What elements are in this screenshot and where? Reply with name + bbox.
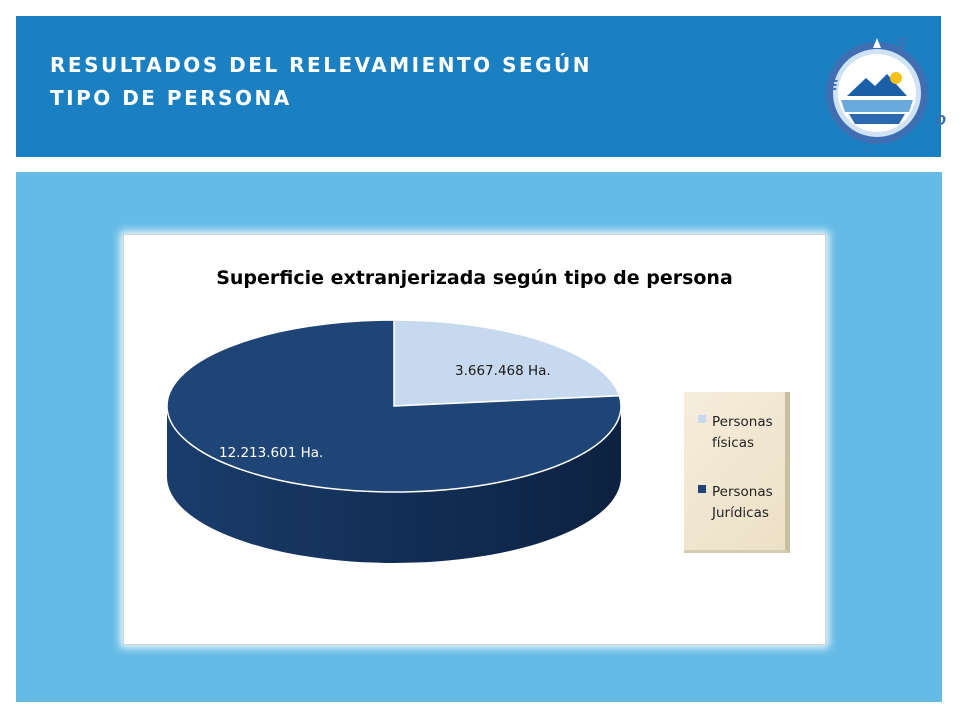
field-stripes-icon bbox=[841, 100, 913, 112]
legend-item-juridicas: Personas Jurídicas bbox=[698, 482, 785, 524]
legend-label-juridicas: Personas Jurídicas bbox=[712, 484, 773, 521]
field-stripes-icon-2 bbox=[849, 114, 905, 124]
chart-legend: Personas físicas Personas Jurídicas bbox=[684, 392, 790, 553]
header-bar: RESULTADOS DEL RELEVAMIENTO SEGÚN TIPO D… bbox=[16, 16, 946, 157]
chart-title: Superficie extranjerizada según tipo de … bbox=[216, 267, 733, 289]
logo-letter-o: O bbox=[935, 114, 946, 129]
logo-letter-e: E bbox=[829, 79, 838, 94]
pie-side-juridicas bbox=[167, 406, 621, 563]
logo-letter-n: N bbox=[861, 149, 872, 151]
legend-swatch-fisicas bbox=[698, 415, 706, 423]
chart-frame: Superficie extranjerizada según tipo de … bbox=[123, 234, 826, 645]
page-title-line-1: RESULTADOS DEL RELEVAMIENTO SEGÚN bbox=[50, 53, 593, 77]
sun-icon bbox=[890, 72, 902, 84]
logo-letter-s: S bbox=[897, 37, 906, 52]
data-label-fisicas: 3.667.468 Ha. bbox=[455, 363, 551, 379]
compass-logo: S E O N bbox=[826, 37, 946, 151]
legend-item-fisicas: Personas físicas bbox=[698, 412, 785, 454]
data-label-juridicas: 12.213.601 Ha. bbox=[219, 445, 323, 461]
compass-pointer-north bbox=[873, 38, 881, 48]
page-title-line-2: TIPO DE PERSONA bbox=[50, 86, 292, 110]
legend-label-fisicas: Personas físicas bbox=[712, 414, 773, 451]
pie-chart: 3.667.468 Ha. 12.213.601 Ha. bbox=[166, 319, 622, 563]
pie-slice-fisicas bbox=[393, 319, 621, 407]
page-title: RESULTADOS DEL RELEVAMIENTO SEGÚN TIPO D… bbox=[50, 49, 592, 115]
legend-swatch-juridicas bbox=[698, 485, 706, 493]
pie-slice-juridicas bbox=[166, 319, 622, 493]
